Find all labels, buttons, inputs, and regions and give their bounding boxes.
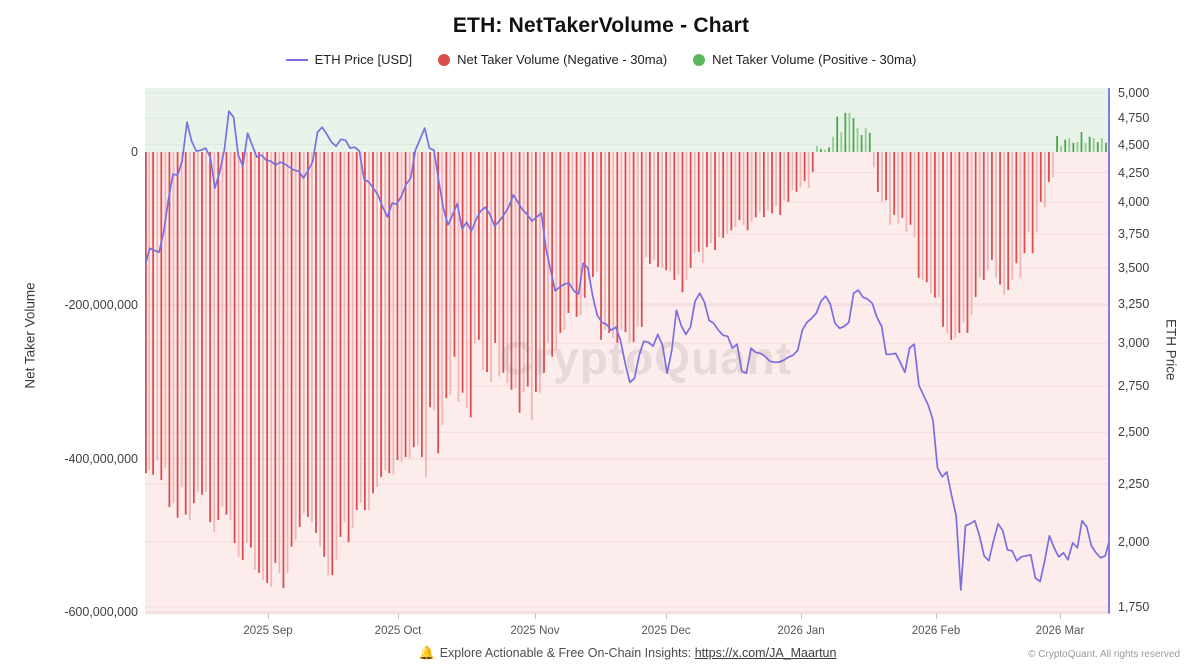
price-tick-label: 2,750	[1118, 378, 1150, 393]
volume-tick-label: -200,000,000	[64, 298, 138, 313]
month-tick-label: 2026 Jan	[777, 625, 825, 637]
price-tick-label: 2,500	[1118, 425, 1150, 440]
footer-link[interactable]: https://x.com/JA_Maartun	[694, 646, 837, 660]
axis-tick-mark	[1060, 614, 1061, 619]
legend-item-positive-volume[interactable]: Net Taker Volume (Positive - 30ma)	[693, 52, 916, 67]
axis-tick-mark	[398, 614, 400, 619]
volume-tick-label: -600,000,000	[64, 605, 138, 619]
volume-tick-label: 0	[131, 145, 138, 159]
plot-area[interactable]	[145, 88, 1110, 614]
month-tick-label: 2025 Dec	[641, 625, 691, 637]
price-tick-label: 4,500	[1118, 137, 1150, 152]
volume-tick-label: -400,000,000	[64, 451, 138, 466]
month-tick-label: 2025 Oct	[374, 625, 422, 637]
month-tick-label: 2025 Sep	[243, 625, 293, 637]
legend-label: Net Taker Volume (Negative - 30ma)	[457, 52, 668, 67]
right-axis-title: ETH Price	[1163, 319, 1179, 381]
axis-tick-mark	[268, 614, 270, 619]
green-dot-icon	[693, 53, 706, 66]
footer-text: Explore Actionable & Free On-Chain Insig…	[439, 646, 692, 660]
legend-label: Net Taker Volume (Positive - 30ma)	[712, 52, 917, 67]
bell-icon: 🔔	[418, 645, 435, 660]
legend-label: ETH Price [USD]	[314, 52, 413, 67]
line-swatch-icon	[285, 58, 308, 61]
axis-tick-mark	[936, 614, 937, 619]
footer-promo: 🔔 Explore Actionable & Free On-Chain Insi…	[0, 645, 1202, 661]
price-tick-label: 3,750	[1118, 226, 1150, 241]
price-tick-label: 3,000	[1118, 336, 1150, 351]
price-tick-label: 1,750	[1118, 599, 1150, 614]
price-tick-label: 5,000	[1118, 86, 1150, 100]
month-tick-label: 2026 Mar	[1035, 625, 1085, 637]
month-tick-label: 2026 Feb	[911, 625, 961, 637]
left-axis-title: Net Taker Volume	[22, 282, 38, 389]
price-tick-label: 4,000	[1118, 195, 1150, 210]
price-tick-label: 2,250	[1118, 476, 1150, 491]
legend: ETH Price [USD] Net Taker Volume (Negati…	[0, 52, 1202, 67]
legend-item-negative-volume[interactable]: Net Taker Volume (Negative - 30ma)	[438, 52, 667, 67]
legend-item-eth-price[interactable]: ETH Price [USD]	[285, 52, 413, 67]
axis-tick-mark	[801, 614, 802, 619]
price-tick-label: 4,750	[1118, 111, 1150, 126]
copyright-text: © CryptoQuant. All rights reserved	[1028, 649, 1180, 660]
month-tick-label: 2025 Nov	[510, 625, 560, 637]
page-title: ETH: NetTakerVolume - Chart	[452, 14, 750, 37]
price-tick-label: 3,250	[1118, 296, 1150, 311]
axis-tick-mark	[534, 614, 536, 619]
axis-tick-mark	[666, 614, 667, 619]
price-tick-label: 3,500	[1118, 260, 1150, 275]
red-dot-icon	[438, 53, 451, 66]
price-tick-label: 4,250	[1118, 165, 1150, 180]
price-tick-label: 2,000	[1118, 534, 1150, 549]
